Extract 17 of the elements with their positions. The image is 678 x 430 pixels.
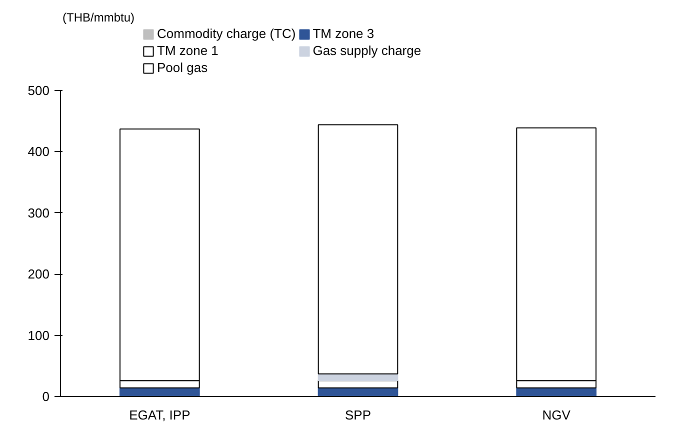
y-tick-label: 400 — [28, 144, 50, 160]
x-tick-label: SPP — [344, 408, 372, 422]
y-tick-label: 100 — [28, 328, 50, 343]
legend-label: Commodity charge (TC) — [157, 26, 296, 41]
legend-label: Gas supply charge — [312, 43, 422, 58]
legend-label: Pool gas — [157, 60, 208, 75]
y-axis-title: (THB/mmbtu) — [62, 10, 135, 24]
x-tick-label: EGAT, IPP — [129, 408, 190, 422]
y-tick-label: 500 — [28, 83, 50, 98]
y-tick-label: 0 — [42, 389, 50, 404]
y-tick-label: 300 — [28, 205, 50, 220]
legend-label: TM zone 3 — [312, 26, 374, 41]
y-tick-label: 200 — [28, 266, 50, 282]
bar — [318, 380, 398, 388]
legend-label: TM zone 1 — [157, 43, 218, 58]
bar — [318, 124, 398, 374]
x-tick-label: NGV — [542, 408, 571, 422]
